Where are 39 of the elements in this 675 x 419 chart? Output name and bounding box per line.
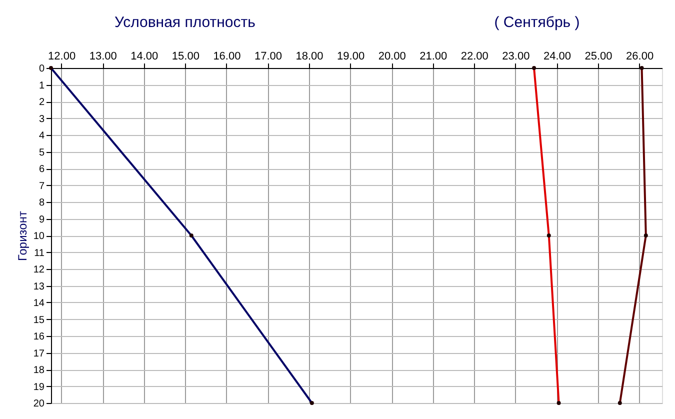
y-tick-label: 0 [38, 64, 45, 74]
x-tick-label: 12.00 [48, 50, 76, 62]
y-tick-label: 18 [33, 365, 45, 376]
y-tick-label: 8 [38, 198, 45, 208]
y-tick-label: 10 [33, 231, 45, 242]
y-tick-label: 14 [33, 298, 45, 309]
y-tick-label: 3 [38, 114, 45, 125]
x-tick-label: 25.00 [584, 50, 612, 62]
x-tick-label: 24.00 [543, 50, 571, 62]
chart-title: Условная плотность [114, 14, 256, 31]
y-tick-label: 16 [33, 332, 45, 342]
x-tick-label: 13.00 [89, 50, 117, 62]
y-tick-label: 17 [33, 348, 45, 360]
y-tick-label: 2 [38, 97, 45, 108]
y-tick-label: 15 [33, 314, 45, 326]
y-tick-label: 4 [38, 130, 45, 142]
y-tick-label: 19 [33, 382, 45, 393]
y-tick-label: 12 [33, 264, 45, 276]
x-tick-label: 14.00 [130, 50, 158, 62]
x-tick-label: 15.00 [172, 50, 200, 62]
x-tick-label: 19.00 [337, 50, 365, 62]
x-tick-label: 18.00 [296, 50, 324, 62]
x-tick-label: 17.00 [254, 50, 282, 62]
y-tick-label: 9 [38, 214, 45, 226]
y-tick-label: 5 [38, 147, 45, 158]
x-tick-label: 23.00 [502, 50, 530, 62]
y-tick-label: 13 [33, 281, 45, 292]
x-tick-label: 20.00 [378, 50, 406, 62]
y-tick-label: 1 [38, 80, 45, 92]
y-tick-label: 7 [38, 180, 45, 192]
y-tick-label: 6 [38, 164, 45, 175]
y-tick-label: 20 [33, 398, 45, 410]
x-tick-label: 21.00 [420, 50, 448, 62]
y-tick-label: 11 [34, 248, 45, 259]
x-tick-label: 16.00 [213, 50, 241, 62]
y-axis-title: Горизонт [15, 210, 30, 261]
x-tick-label: 26.00 [626, 50, 654, 62]
text: ( Сентябрь ) [494, 14, 580, 31]
x-tick-label: 22.00 [460, 50, 488, 62]
